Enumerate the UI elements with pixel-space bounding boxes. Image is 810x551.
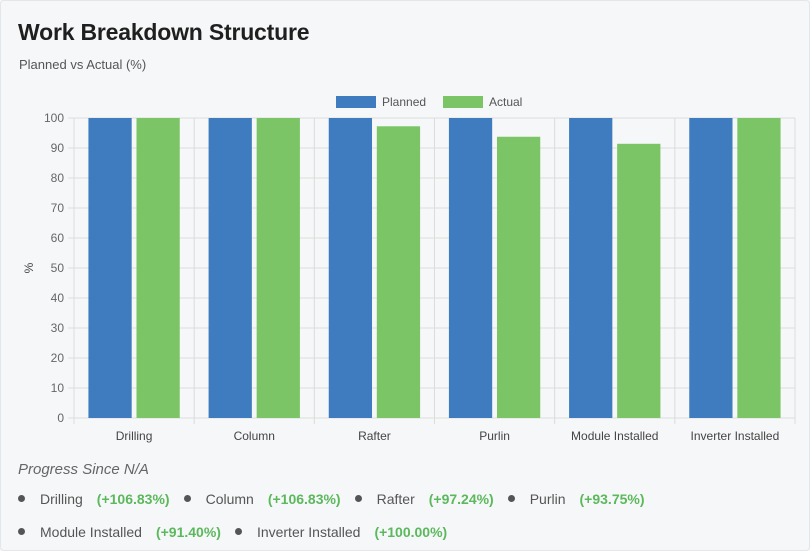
progress-item-name: Inverter Installed <box>256 523 361 540</box>
progress-item: Inverter Installed (+100.00%) <box>234 522 448 541</box>
bullet-icon <box>507 495 515 502</box>
x-tick-label: Rafter <box>358 429 391 443</box>
page-title: Work Breakdown Structure <box>18 19 310 45</box>
bar-planned <box>689 118 733 418</box>
bar-planned <box>88 118 132 418</box>
progress-title: Progress Since N/A <box>18 461 149 478</box>
x-tick-label: Drilling <box>116 429 153 443</box>
x-tick-label: Module Installed <box>571 429 658 443</box>
progress-list: Drilling (+106.83%) Column (+106.83%) Rafter… <box>18 489 718 541</box>
legend-label-actual: Actual <box>489 95 522 109</box>
bullet-icon <box>18 495 25 502</box>
progress-item-value: (+106.83%) <box>96 490 170 507</box>
bar-planned <box>448 118 493 418</box>
bar-planned <box>208 118 252 418</box>
bullet-icon <box>234 528 242 535</box>
progress-item: Module Installed (+91.40%) <box>18 522 221 541</box>
y-tick-label: 20 <box>51 351 65 365</box>
legend-label-planned: Planned <box>382 95 426 109</box>
y-tick-label: 70 <box>51 201 65 215</box>
bullet-icon <box>354 495 362 502</box>
bar-actual <box>256 118 300 418</box>
bar-actual <box>737 118 781 418</box>
bar-actual <box>136 118 180 418</box>
y-tick-label: 50 <box>51 261 65 275</box>
y-tick-label: 80 <box>51 171 65 185</box>
progress-item-value: (+91.40%) <box>155 523 221 540</box>
bar-actual <box>617 143 661 419</box>
progress-item-value: (+106.83%) <box>267 490 341 507</box>
progress-item: Column (+106.83%) <box>183 489 341 508</box>
y-tick-label: 40 <box>51 291 65 305</box>
y-tick-label: 0 <box>57 411 64 425</box>
page-subtitle: Planned vs Actual (%) <box>19 57 147 72</box>
progress-item: Drilling (+106.83%) <box>18 489 170 508</box>
bar-actual <box>496 136 541 418</box>
progress-item-name: Module Installed <box>40 523 142 540</box>
y-tick-label: 10 <box>51 381 65 395</box>
progress-item-value: (+100.00%) <box>374 523 448 540</box>
y-tick-label: 30 <box>51 321 65 335</box>
bar-chart: 0 10 20 30 40 50 60 70 80 90 100% Drilling Column Raf… <box>22 95 796 443</box>
x-tick-label: Purlin <box>479 429 510 443</box>
bar-planned <box>569 118 613 418</box>
bar-actual <box>376 126 421 418</box>
progress-item-value: (+93.75%) <box>579 490 645 507</box>
progress-item: Rafter (+97.24%) <box>354 489 494 508</box>
y-tick-label: 90 <box>51 141 65 155</box>
progress-item: Purlin (+93.75%) <box>507 489 645 508</box>
bullet-icon <box>183 495 191 502</box>
y-tick-label: 60 <box>51 231 65 245</box>
bullet-icon <box>18 528 25 535</box>
progress-item-name: Rafter <box>376 490 415 507</box>
progress-item-value: (+97.24%) <box>428 490 494 507</box>
x-tick-label: Column <box>234 429 275 443</box>
bar-planned <box>328 118 373 418</box>
progress-item-name: Drilling <box>40 490 83 507</box>
progress-item-name: Column <box>205 490 254 507</box>
x-tick-label: Inverter Installed <box>691 429 780 443</box>
y-axis-title: % <box>22 262 36 273</box>
legend-swatch-actual <box>443 96 483 108</box>
legend-swatch-planned <box>336 96 376 108</box>
progress-item-name: Purlin <box>529 490 566 507</box>
y-tick-label: 100 <box>44 111 64 125</box>
